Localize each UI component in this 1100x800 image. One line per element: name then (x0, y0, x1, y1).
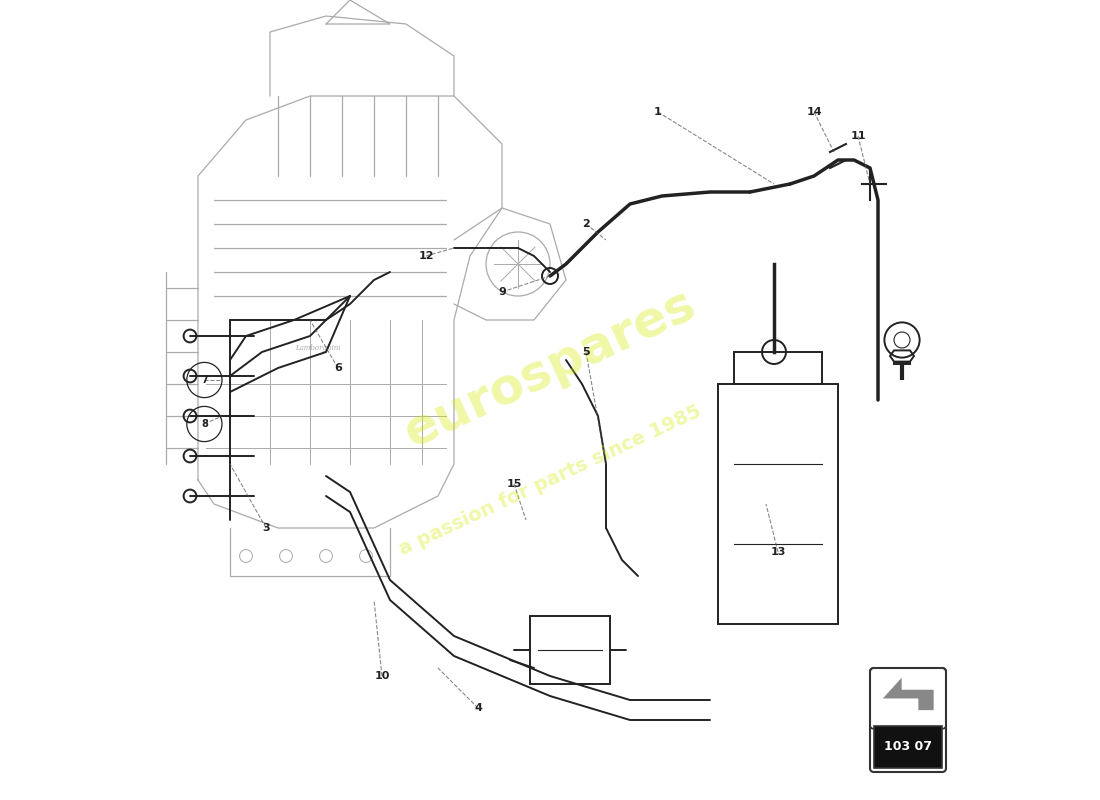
Text: a passion for parts since 1985: a passion for parts since 1985 (396, 402, 704, 558)
Text: 1: 1 (654, 107, 662, 117)
Text: 3: 3 (262, 523, 270, 533)
Text: 9: 9 (498, 287, 506, 297)
Text: 103 07: 103 07 (884, 740, 932, 754)
Text: 11: 11 (850, 131, 866, 141)
Text: 10: 10 (374, 671, 389, 681)
Text: eurospares: eurospares (396, 279, 704, 457)
Text: 4: 4 (474, 703, 482, 713)
Text: Lamborghini: Lamborghini (295, 344, 341, 352)
Bar (874, 726, 942, 768)
Text: 14: 14 (806, 107, 822, 117)
Text: 13: 13 (770, 547, 785, 557)
Text: 12: 12 (418, 251, 433, 261)
Text: 2: 2 (582, 219, 590, 229)
FancyBboxPatch shape (870, 668, 946, 729)
Bar (530, 616, 610, 684)
Text: 8: 8 (201, 419, 208, 429)
Polygon shape (882, 677, 934, 710)
Bar (734, 352, 822, 384)
Text: 6: 6 (334, 363, 342, 373)
Text: 5: 5 (582, 347, 590, 357)
Text: 15: 15 (506, 479, 521, 489)
Text: 7: 7 (201, 375, 208, 385)
Bar (718, 384, 838, 624)
